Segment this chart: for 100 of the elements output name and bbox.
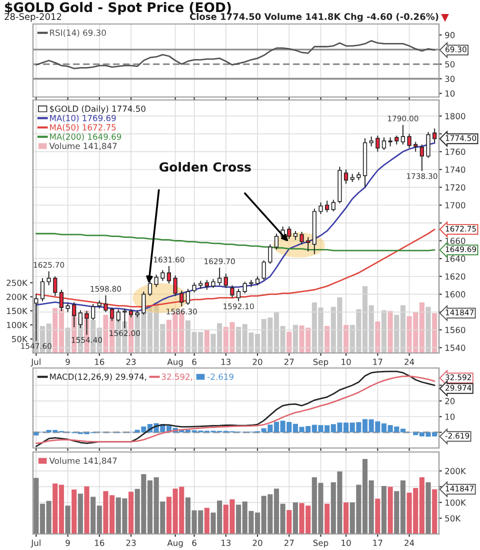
x-tick-label: 6: [192, 358, 196, 366]
bar: [324, 326, 330, 353]
bar: [78, 494, 83, 534]
x-tick-label: Jul: [30, 358, 40, 367]
y2-tick-label: 1700: [445, 202, 466, 208]
candlestick: [242, 281, 247, 294]
candlestick: [104, 294, 108, 313]
x-tick-label: 17: [373, 358, 382, 365]
legend-label: MA(200) 1649.69: [50, 133, 122, 141]
x-tick-label: 9: [66, 540, 70, 546]
legend-label: 32.592,: [162, 374, 192, 381]
candlestick: [186, 288, 190, 306]
x-tick-label: Aug: [167, 540, 183, 548]
candlestick: [274, 233, 279, 250]
bar: [375, 322, 380, 353]
bar: [65, 506, 70, 534]
chart-subtitle: 28-Sep-2012: [4, 13, 62, 22]
candlestick: [180, 290, 184, 307]
y-tick-label: 150K: [6, 308, 28, 314]
x-tick-label: 24: [404, 358, 414, 365]
x-tick-label: Sep: [313, 540, 328, 548]
candlestick: [407, 133, 412, 149]
x-tick-label: 23: [126, 358, 136, 366]
x-tick-label: Sep: [313, 358, 328, 367]
x-tick-label: Jul: [30, 540, 40, 548]
x-tick-label: 24: [404, 540, 414, 546]
x-tick-label: 16: [95, 540, 104, 546]
y2-tick-label: 1800: [445, 113, 466, 120]
candlestick: [300, 231, 304, 245]
candlestick: [46, 270, 51, 286]
y-tick-label: 30: [445, 76, 455, 82]
candlestick: [376, 135, 380, 152]
y-tick-label: 50K: [12, 336, 28, 342]
candlestick: [154, 274, 158, 288]
y-tick-label: 20: [445, 398, 455, 404]
legend-label: $GOLD (Daily) 1774.50: [50, 105, 146, 114]
candlestick: [204, 279, 209, 290]
bar: [381, 486, 387, 534]
text: Close 1774.50 Volume 141.8K Chg -4.60 (-0.26%): [190, 13, 438, 22]
y2-tick-label: 1600: [445, 291, 466, 298]
y-tick-label: 90: [445, 32, 455, 38]
candlestick: [160, 270, 165, 282]
bar: [432, 489, 438, 534]
x-tick-label: 6: [192, 540, 196, 546]
x-tick-label: 27: [284, 540, 294, 546]
candlestick: [268, 244, 272, 264]
candlestick: [230, 284, 234, 298]
y-tick-label: 100K: [445, 499, 466, 506]
x-tick-label: 23: [126, 540, 136, 546]
bar: [432, 313, 438, 353]
annotation: Golden Cross: [159, 162, 251, 172]
y2-tick-label: 1620: [445, 273, 466, 280]
bar: [381, 310, 387, 353]
y-tick-label: 10: [445, 90, 455, 97]
bar: [65, 328, 70, 353]
candlestick: [325, 200, 330, 213]
bar: [292, 324, 298, 353]
x-tick-label: 13: [221, 358, 231, 366]
candlestick: [217, 267, 222, 286]
y2-tick-label: 1720: [445, 184, 466, 191]
bar: [286, 510, 292, 534]
y-tick-label: 50: [445, 61, 455, 68]
candlestick: [331, 199, 336, 212]
candlestick: [287, 226, 292, 240]
legend-label: MA(10) 1769.69: [50, 114, 116, 122]
x-tick-label: 16: [95, 358, 104, 366]
y2-tick-label: 1560: [445, 326, 466, 334]
candlestick: [236, 288, 241, 302]
y-tick-label: 200K: [445, 468, 466, 474]
x-tick-label: 10: [342, 540, 351, 546]
candlestick: [53, 276, 58, 296]
bar: [204, 508, 210, 534]
candlestick: [173, 275, 178, 296]
x-tick-label: 27: [284, 358, 294, 365]
candlestick: [369, 136, 374, 147]
candlestick: [224, 273, 228, 288]
legend-label: RSI(14) 69.30: [50, 29, 106, 37]
candlestick: [318, 202, 323, 215]
legend-label: Volume 141,847: [49, 457, 117, 465]
bar: [388, 310, 393, 353]
legend-label: -2.619: [208, 374, 234, 380]
candlestick: [426, 132, 430, 158]
candlestick: [262, 260, 266, 280]
candlestick: [306, 236, 310, 252]
legend-label: Volume 141,847: [49, 142, 117, 150]
y2-tick-label: 1640: [445, 256, 466, 262]
bar: [344, 502, 349, 534]
y2-tick-label: 1540: [445, 344, 466, 351]
line-series: [35, 40, 436, 70]
bar: [388, 486, 393, 534]
y-tick-label: 200K: [6, 294, 28, 300]
candlestick: [382, 136, 386, 150]
bar: [128, 492, 134, 534]
bar: [375, 498, 380, 534]
y-tick-label: 100K: [6, 322, 28, 328]
x-tick-label: 20: [252, 540, 262, 546]
bar: [292, 502, 298, 534]
bar: [426, 482, 431, 534]
x-tick-label: Aug: [167, 358, 183, 367]
bar: [84, 486, 90, 534]
